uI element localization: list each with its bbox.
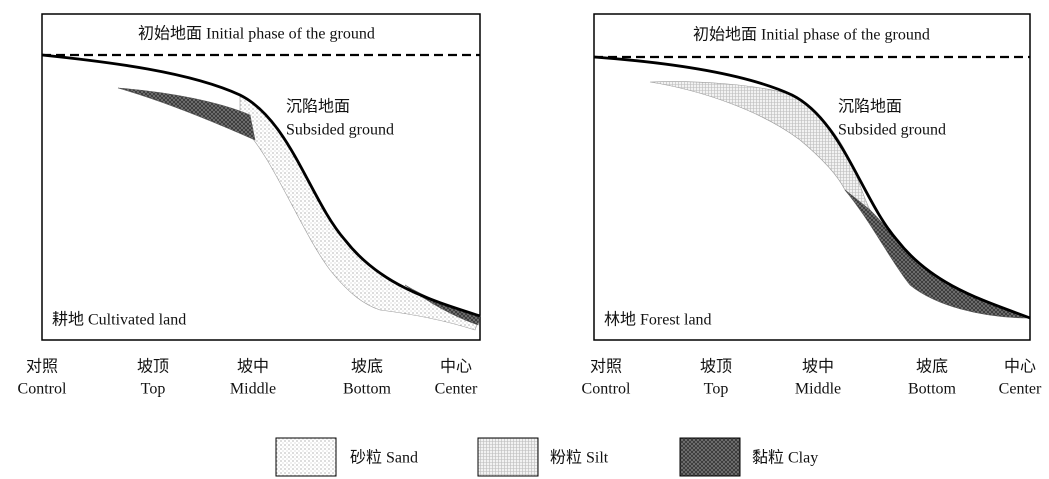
x-label-en: Middle xyxy=(795,381,841,398)
clay-area xyxy=(845,190,1030,318)
x-label-en: Bottom xyxy=(343,381,392,398)
x-label-zh: 中心 xyxy=(440,358,472,376)
land-label: 耕地 Cultivated land xyxy=(52,311,186,329)
x-labels: 对照 Control 坡顶 Top 坡中 Middle 坡底 Bottom 中心… xyxy=(18,358,478,398)
subsided-ground-curve xyxy=(594,57,1030,318)
x-label-zh: 坡顶 xyxy=(700,358,732,376)
x-label-zh: 对照 xyxy=(26,358,58,376)
x-label-en: Control xyxy=(18,381,67,398)
x-labels: 对照 Control 坡顶 Top 坡中 Middle 坡底 Bottom 中心… xyxy=(582,358,1042,398)
x-label-zh: 坡底 xyxy=(916,358,948,376)
x-label-zh: 坡底 xyxy=(351,358,383,376)
x-label-en: Top xyxy=(704,381,729,398)
figure: 初始地面 Initial phase of the ground 沉陷地面 Su… xyxy=(0,0,1049,479)
x-label-zh: 坡中 xyxy=(237,358,269,376)
legend-label: 砂粒 Sand xyxy=(350,449,418,467)
x-label-en: Center xyxy=(435,381,478,398)
x-label-en: Top xyxy=(141,381,166,398)
legend: 砂粒 Sand 粉粒 Silt 黏粒 Clay xyxy=(276,438,818,476)
subsided-label-zh: 沉陷地面 xyxy=(286,98,350,116)
legend-swatch-silt xyxy=(478,438,538,476)
subsided-label-zh: 沉陷地面 xyxy=(838,98,902,116)
x-label-zh: 坡中 xyxy=(802,358,834,376)
panel-right: 初始地面 Initial phase of the ground 沉陷地面 Su… xyxy=(582,14,1042,398)
x-label-zh: 坡顶 xyxy=(137,358,169,376)
legend-swatch-clay xyxy=(680,438,740,476)
legend-label: 粉粒 Silt xyxy=(550,449,609,467)
x-label-en: Control xyxy=(582,381,631,398)
subsided-label-en: Subsided ground xyxy=(838,122,946,139)
subsided-ground-curve xyxy=(42,55,480,316)
clay-area xyxy=(118,88,255,140)
land-label: 林地 Forest land xyxy=(604,311,712,329)
legend-label: 黏粒 Clay xyxy=(752,449,818,467)
x-label-en: Middle xyxy=(230,381,276,398)
x-label-en: Bottom xyxy=(908,381,957,398)
initial-label: 初始地面 Initial phase of the ground xyxy=(138,25,375,43)
panel-left: 初始地面 Initial phase of the ground 沉陷地面 Su… xyxy=(18,14,480,398)
x-label-zh: 中心 xyxy=(1004,358,1036,376)
silt-area xyxy=(650,82,870,210)
subsided-label-en: Subsided ground xyxy=(286,122,394,139)
x-label-en: Center xyxy=(999,381,1042,398)
initial-label: 初始地面 Initial phase of the ground xyxy=(693,26,930,44)
x-label-zh: 对照 xyxy=(590,358,622,376)
legend-swatch-sand xyxy=(276,438,336,476)
